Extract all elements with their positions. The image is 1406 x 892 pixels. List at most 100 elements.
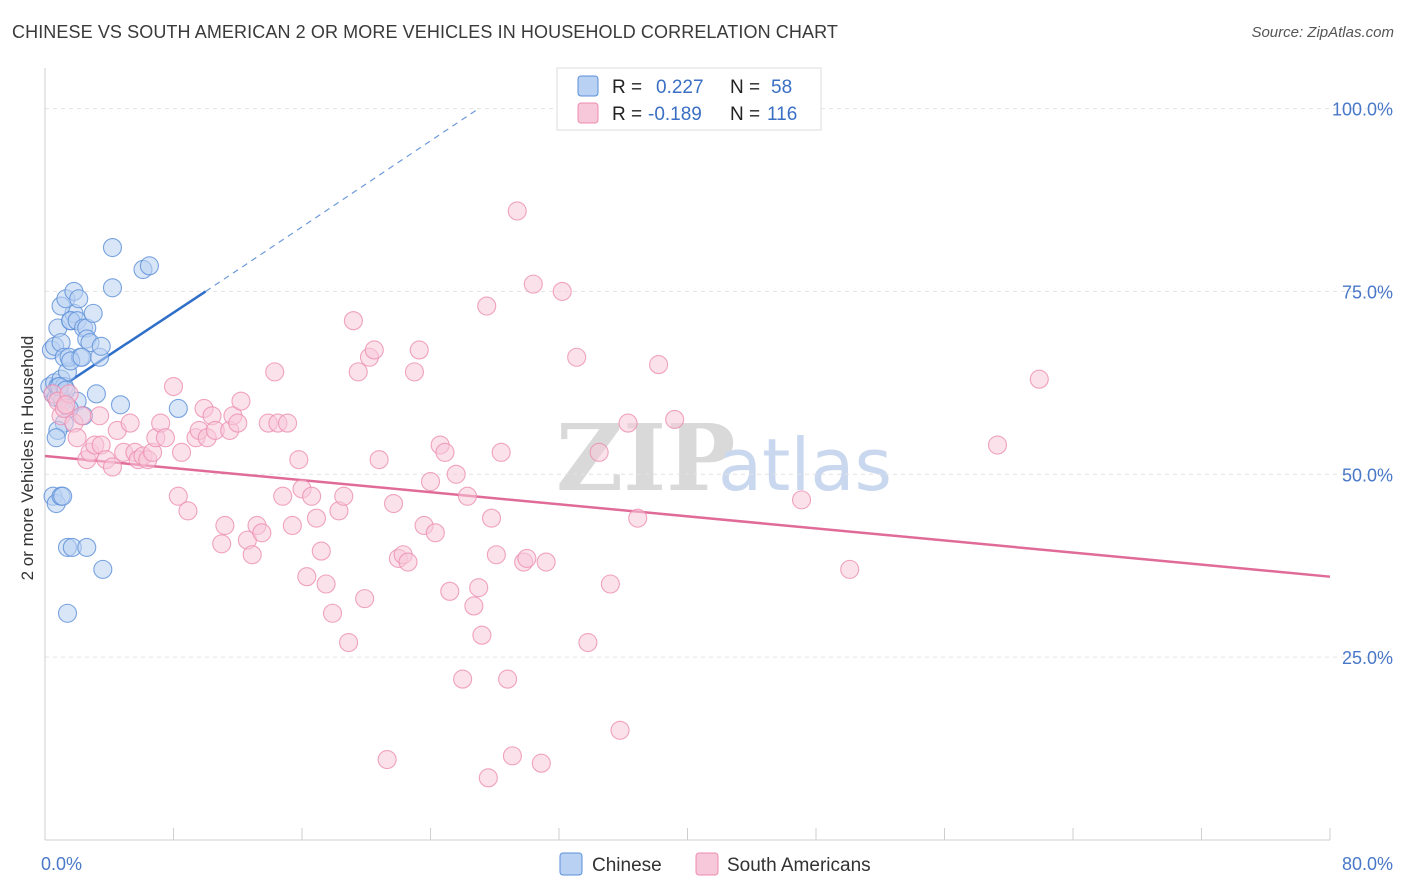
legend: R = 0.227 N = 58 R = -0.189 N = 116 (556, 67, 822, 131)
point-south-americans (472, 625, 492, 645)
source-label: Source: ZipAtlas.com (1251, 24, 1394, 41)
point-chinese (69, 289, 89, 309)
point-south-americans (425, 523, 445, 543)
point-chinese (86, 384, 106, 404)
point-south-americans (102, 457, 123, 477)
point-south-americans (618, 413, 638, 433)
series-legend-swatch-chinese (559, 852, 583, 876)
point-south-americans (469, 578, 489, 598)
point-south-americans (498, 669, 518, 689)
point-south-americans (90, 406, 110, 426)
point-south-americans (231, 391, 251, 411)
point-chinese (77, 537, 97, 557)
point-south-americans (420, 472, 441, 492)
point-south-americans (171, 442, 192, 462)
point-south-americans (56, 395, 76, 415)
point-south-americans (343, 311, 363, 331)
y-tick-label: 75.0% (1342, 282, 1393, 302)
point-south-americans (72, 406, 92, 426)
point-south-americans (491, 442, 511, 462)
series-legend-swatch-south-americans (695, 852, 719, 876)
point-south-americans (457, 486, 477, 506)
point-south-americans (1029, 369, 1049, 389)
point-chinese (91, 336, 111, 356)
point-south-americans (289, 450, 309, 470)
point-south-americans (339, 632, 359, 653)
point-south-americans (446, 464, 466, 484)
point-south-americans (355, 589, 375, 609)
point-chinese (83, 303, 103, 323)
point-chinese (168, 398, 188, 419)
y-axis-label: 2 or more Vehicles in Household (18, 336, 37, 581)
legend-r-value-chinese: 0.227 (656, 77, 704, 98)
point-south-americans (464, 596, 484, 616)
legend-box (556, 67, 822, 131)
legend-r-label-south-americans: R = (612, 104, 642, 125)
point-south-americans (163, 376, 184, 397)
point-south-americans (628, 508, 648, 528)
point-south-americans (311, 541, 331, 561)
y-tick-label: 25.0% (1342, 648, 1393, 668)
point-south-americans (578, 632, 598, 653)
x-tick-label-max: 80.0% (1342, 854, 1393, 874)
y-tick-label: 50.0% (1342, 465, 1393, 485)
legend-n-value-chinese: 58 (771, 77, 792, 98)
tick-labels: 25.0% 50.0% 75.0% 100.0% 0.0% 80.0% (41, 100, 1393, 874)
point-south-americans (306, 508, 327, 528)
trend-line-chinese-extension (205, 108, 480, 292)
series-legend-label-chinese: Chinese (592, 855, 662, 876)
point-south-americans (369, 450, 389, 470)
point-south-americans (531, 753, 551, 773)
point-south-americans (517, 548, 537, 568)
point-south-americans (322, 603, 343, 623)
point-south-americans (409, 340, 429, 360)
point-south-americans (552, 281, 572, 301)
point-chinese (102, 278, 123, 298)
point-south-americans (536, 552, 556, 572)
point-south-americans (316, 574, 336, 594)
point-south-americans (215, 515, 235, 536)
point-south-americans (384, 493, 404, 514)
point-chinese (139, 256, 159, 276)
x-tick-label-min: 0.0% (41, 854, 82, 874)
legend-r-value-south-americans: -0.189 (648, 104, 702, 125)
point-south-americans (600, 574, 620, 594)
point-south-americans (478, 768, 498, 788)
point-south-americans (282, 515, 302, 536)
point-chinese (102, 237, 123, 258)
data-points (40, 201, 1049, 788)
point-south-americans (212, 534, 232, 554)
point-south-americans (302, 486, 322, 506)
point-south-americans (178, 501, 198, 521)
point-chinese (53, 486, 73, 506)
point-south-americans (265, 362, 285, 382)
point-south-americans (67, 428, 87, 448)
point-south-americans (277, 413, 298, 433)
watermark-zip: ZIP (556, 404, 735, 512)
point-south-americans (791, 490, 812, 510)
point-south-americans (589, 442, 609, 462)
point-chinese (93, 559, 113, 579)
point-south-americans (840, 559, 860, 579)
legend-n-value-south-americans: 116 (767, 104, 797, 125)
point-south-americans (477, 296, 497, 316)
point-south-americans (649, 355, 669, 375)
point-south-americans (404, 362, 424, 382)
point-south-americans (610, 720, 630, 740)
point-south-americans (987, 435, 1008, 455)
point-south-americans (155, 428, 176, 448)
point-chinese (72, 347, 92, 367)
point-chinese (110, 395, 131, 415)
series-legend-label-south-americans: South Americans (727, 855, 871, 876)
point-south-americans (168, 486, 188, 506)
chart-title: CHINESE VS SOUTH AMERICAN 2 OR MORE VEHI… (12, 22, 838, 42)
legend-r-label-chinese: R = (612, 77, 642, 98)
point-south-americans (297, 567, 317, 587)
legend-swatch-south-americans (577, 102, 599, 124)
point-chinese (46, 428, 66, 448)
axes (44, 68, 1331, 841)
point-south-americans (481, 508, 502, 528)
point-south-americans (523, 274, 543, 294)
point-south-americans (567, 347, 587, 367)
point-south-americans (273, 486, 293, 506)
